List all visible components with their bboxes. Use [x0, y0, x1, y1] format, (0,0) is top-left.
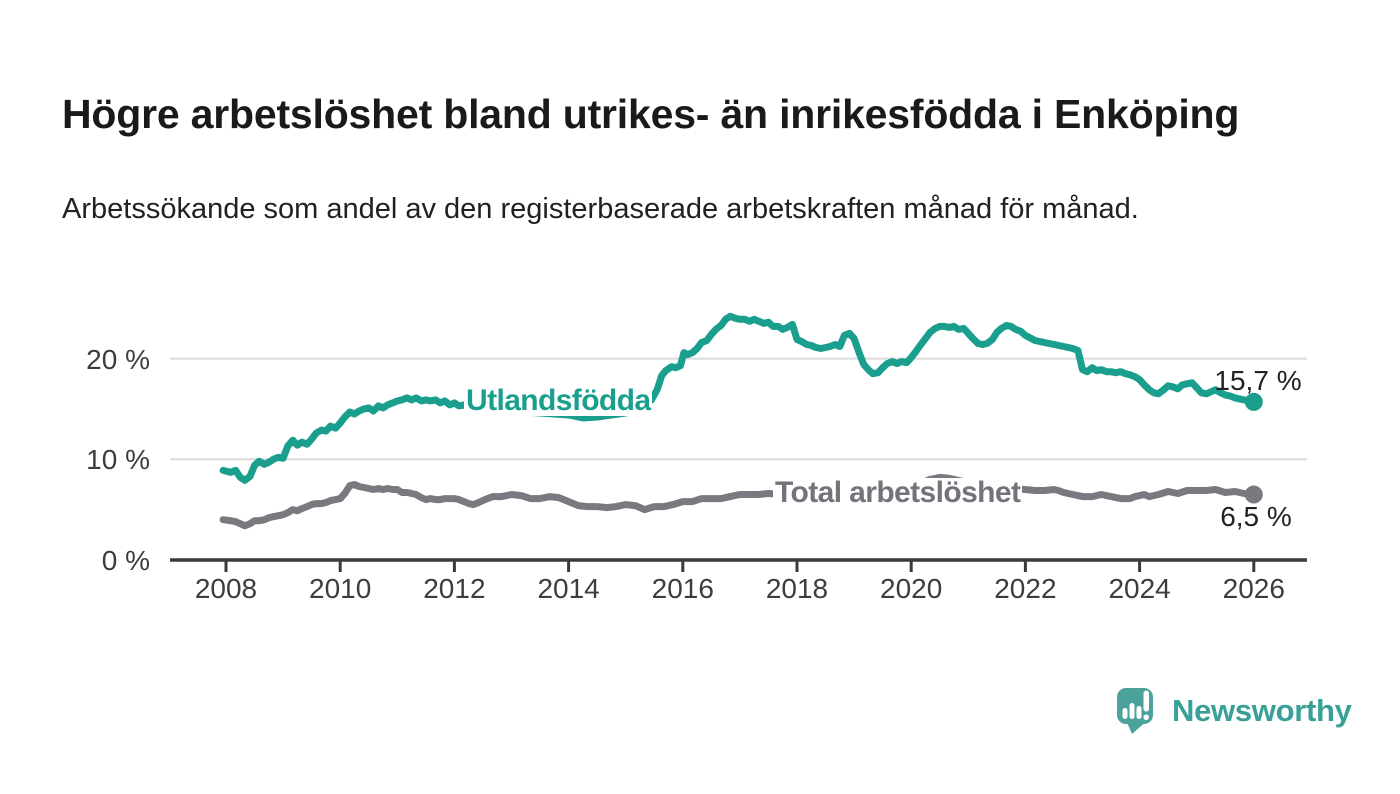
newsworthy-logo-text: Newsworthy [1172, 693, 1352, 728]
y-tick-label: 0 % [101, 545, 150, 576]
x-tick-label: 2012 [423, 573, 486, 604]
end-value-label-utlandsfodda: 15,7 % [1214, 365, 1302, 396]
series-line-utlandsfodda [219, 312, 1258, 484]
x-tick-label: 2024 [1108, 573, 1171, 604]
x-tick-label: 2014 [537, 573, 600, 604]
x-tick-label: 2018 [765, 573, 829, 604]
y-tick-label: 10 % [86, 444, 150, 476]
x-axis [170, 558, 1307, 572]
chart-title: Högre arbetslöshet bland utrikes- än inr… [62, 91, 1240, 138]
y-tick-label: 20 % [86, 343, 150, 375]
chart-subtitle: Arbetssökande som andel av den registerb… [62, 193, 1139, 225]
newsworthy-logo-icon [1117, 688, 1153, 734]
x-tick-label: 2020 [880, 573, 943, 604]
series-label-utlandsfodda: Utlandsfödda [464, 384, 653, 417]
series-label-total-arbetsloshet: Total arbetslöshet [773, 476, 1023, 509]
end-value-label-total: 6,5 % [1220, 501, 1292, 532]
end-dot-1 [1244, 485, 1263, 504]
x-tick-label: 2016 [651, 573, 714, 604]
end-dot-0 [1244, 392, 1263, 411]
x-tick-label: 2026 [1222, 573, 1285, 604]
series-end-dots [1244, 392, 1263, 504]
series-line-total-arbetsloshet [219, 473, 1258, 530]
gridlines [170, 357, 1307, 461]
x-tick-label: 2022 [994, 573, 1057, 604]
x-tick-label: 2010 [309, 573, 372, 604]
x-tick-label: 2008 [194, 573, 258, 604]
newsworthy-branding: Newsworthy [1115, 686, 1352, 736]
